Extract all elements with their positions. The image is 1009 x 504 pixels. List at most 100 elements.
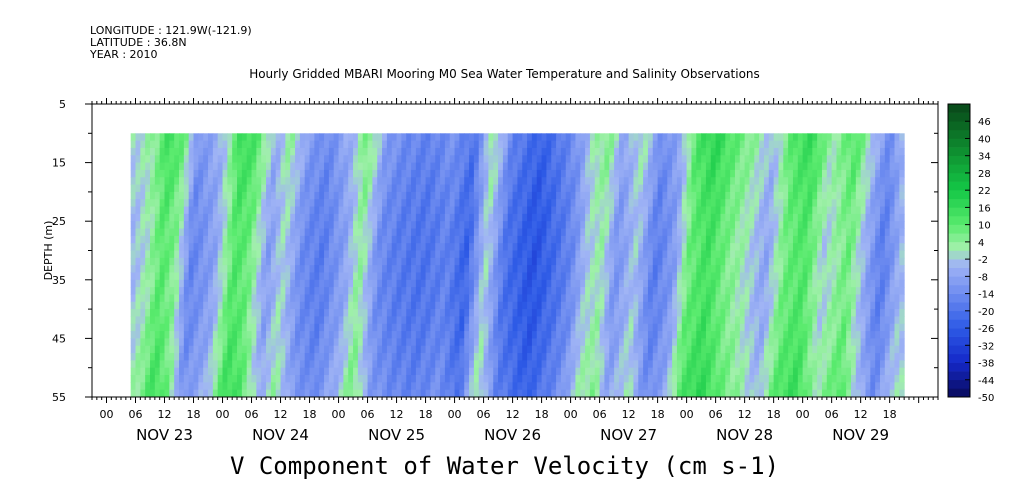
heatmap-cell — [386, 294, 393, 303]
heatmap-cell — [290, 169, 296, 178]
heatmap-cell — [415, 250, 422, 259]
heatmap-cell — [527, 184, 533, 193]
heatmap-cell — [469, 250, 475, 259]
heatmap-cell — [222, 133, 228, 142]
heatmap-cell — [759, 235, 765, 244]
heatmap-cell — [778, 287, 784, 295]
heatmap-cell — [217, 243, 224, 251]
heatmap-cell — [763, 228, 770, 237]
heatmap-cell — [154, 367, 161, 376]
heatmap-cell — [473, 177, 480, 186]
heatmap-cell — [362, 169, 369, 178]
heatmap-cell — [241, 382, 248, 391]
heatmap-cell — [328, 360, 335, 369]
heatmap-cell — [449, 213, 456, 222]
heatmap-cell — [135, 301, 141, 310]
heatmap-cell — [203, 309, 209, 317]
heatmap-cell — [478, 155, 485, 164]
heatmap-cell — [261, 353, 267, 361]
heatmap-cell — [454, 382, 460, 391]
heatmap-cell — [266, 309, 272, 317]
heatmap-cell — [217, 228, 224, 237]
heatmap-cell — [145, 375, 151, 383]
heatmap-cell — [493, 257, 499, 266]
heatmap-cell — [319, 279, 325, 288]
heatmap-cell — [614, 206, 620, 215]
heatmap-cell — [725, 199, 731, 208]
heatmap-cell — [686, 133, 692, 142]
heatmap-cell — [232, 235, 238, 244]
heatmap-cell — [401, 177, 407, 186]
heatmap-cell — [565, 309, 572, 317]
heatmap-cell — [232, 199, 238, 208]
heatmap-cell — [440, 287, 446, 295]
heatmap-cell — [401, 206, 407, 215]
heatmap-cell — [696, 206, 702, 215]
heatmap-cell — [628, 294, 634, 303]
heatmap-cell — [241, 199, 248, 208]
heatmap-cell — [628, 213, 634, 222]
heatmap-cell — [483, 199, 489, 208]
heatmap-cell — [556, 331, 562, 339]
heatmap-cell — [788, 184, 794, 193]
heatmap-cell — [203, 162, 209, 171]
heatmap-cell — [778, 155, 784, 164]
heatmap-cell — [609, 345, 615, 354]
heatmap-cell — [744, 309, 750, 317]
heatmap-cell — [222, 265, 228, 273]
heatmap-cell — [280, 345, 286, 354]
heatmap-cell — [391, 140, 398, 149]
heatmap-cell — [498, 206, 504, 215]
heatmap-cell — [730, 323, 736, 332]
heatmap-cell — [623, 191, 630, 200]
heatmap-cell — [792, 316, 799, 325]
heatmap-cell — [411, 243, 417, 251]
heatmap-cell — [150, 367, 156, 376]
heatmap-cell — [517, 389, 523, 398]
heatmap-cell — [251, 228, 257, 237]
heatmap-cell — [444, 206, 451, 215]
heatmap-cell — [643, 375, 649, 383]
heatmap-cell — [183, 177, 190, 186]
heatmap-cell — [251, 177, 257, 186]
heatmap-cell — [222, 199, 228, 208]
heatmap-cell — [391, 155, 398, 164]
heatmap-cell — [449, 345, 456, 354]
heatmap-cell — [464, 382, 470, 391]
heatmap-cell — [657, 221, 663, 230]
heatmap-cell — [580, 294, 586, 303]
heatmap-cell — [739, 323, 746, 332]
heatmap-cell — [580, 382, 586, 391]
heatmap-cell — [396, 345, 402, 354]
heatmap-cell — [652, 213, 659, 222]
heatmap-cell — [618, 155, 625, 164]
heatmap-cell — [183, 221, 190, 230]
heatmap-cell — [681, 243, 688, 251]
heatmap-cell — [454, 177, 460, 186]
heatmap-cell — [715, 206, 721, 215]
heatmap-cell — [633, 316, 639, 325]
heatmap-cell — [502, 243, 509, 251]
heatmap-cell — [440, 294, 446, 303]
heatmap-cell — [164, 272, 170, 281]
heatmap-cell — [527, 133, 533, 142]
heatmap-cell — [570, 133, 576, 142]
heatmap-cell — [667, 316, 673, 325]
heatmap-cell — [444, 265, 451, 273]
heatmap-cell — [783, 162, 789, 171]
heatmap-cell — [483, 147, 489, 156]
heatmap-cell — [348, 228, 354, 237]
heatmap-cell — [493, 316, 499, 325]
heatmap-cell — [575, 279, 581, 288]
heatmap-cell — [188, 199, 195, 208]
heatmap-cell — [570, 228, 576, 237]
heatmap-cell — [232, 162, 238, 171]
heatmap-cell — [425, 301, 431, 310]
heatmap-cell — [473, 323, 480, 332]
heatmap-cell — [266, 389, 272, 398]
heatmap-cell — [565, 294, 572, 303]
heatmap-cell — [401, 382, 407, 391]
heatmap-cell — [270, 199, 277, 208]
heatmap-cell — [357, 250, 364, 259]
heatmap-cell — [778, 162, 784, 171]
